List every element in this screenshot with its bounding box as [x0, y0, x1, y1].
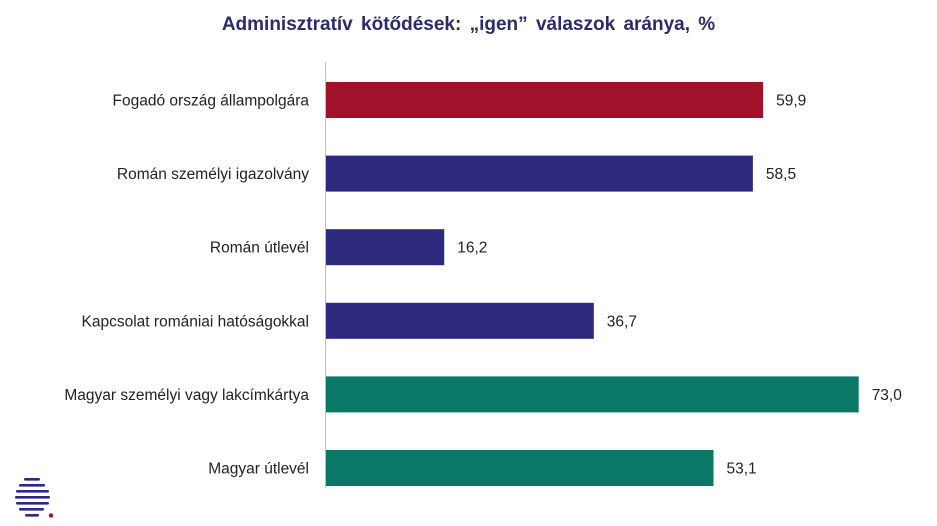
value-label: 73,0: [872, 387, 903, 404]
value-label: 16,2: [457, 240, 487, 257]
value-label: 58,5: [766, 166, 796, 183]
chart-title: Adminisztratív kötődések: „igen” válaszo…: [221, 14, 716, 35]
bar: [326, 229, 445, 266]
bar: [326, 82, 764, 118]
category-label: Magyar útlevél: [208, 461, 309, 478]
bar: [326, 450, 714, 486]
category-label: Román útlevél: [210, 240, 309, 257]
category-label: Magyar személyi vagy lakcímkártya: [64, 387, 309, 404]
bar: [326, 376, 859, 413]
category-label: Fogadó ország állampolgára: [113, 93, 310, 110]
category-label: Kapcsolat romániai hatóságokkal: [82, 313, 309, 330]
bar: [326, 302, 594, 339]
bar: [326, 155, 753, 192]
value-label: 36,7: [607, 313, 637, 330]
striped-circle-logo-icon: [15, 478, 54, 518]
bars-layer: Fogadó ország állampolgára 59,9 Román szem…: [64, 82, 902, 486]
value-label: 53,1: [726, 461, 756, 478]
value-label: 59,9: [776, 93, 806, 110]
category-label: Román személyi igazolvány: [117, 166, 309, 183]
